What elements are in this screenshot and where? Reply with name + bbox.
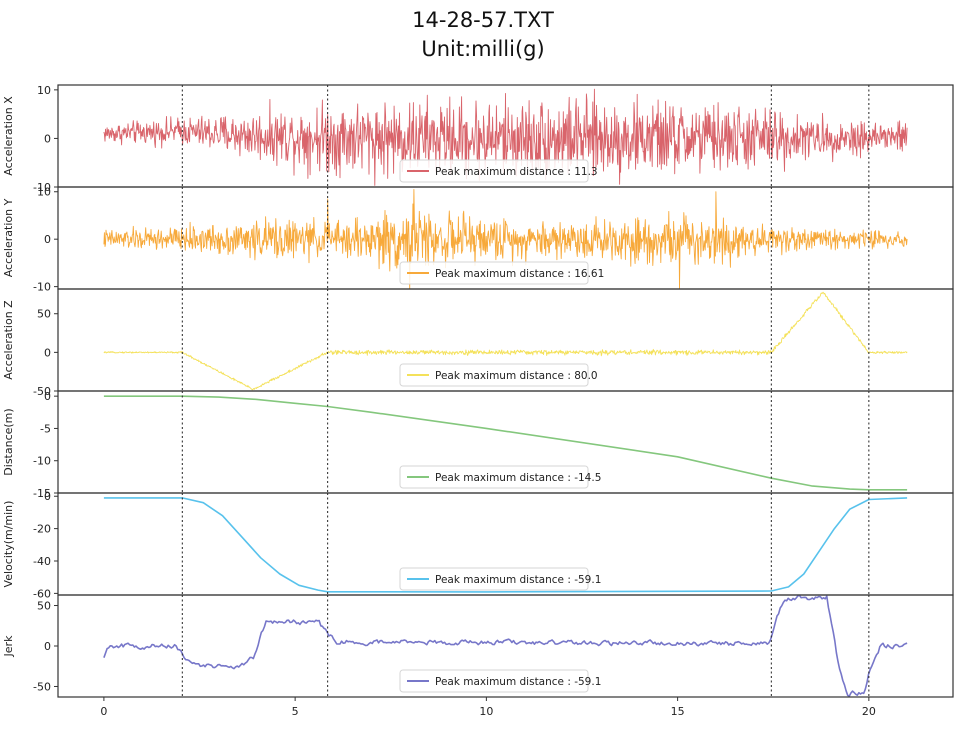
legend-label: Peak maximum distance : -59.1 xyxy=(435,676,601,688)
y-axis-label: Acceleration Y xyxy=(2,198,15,277)
legend-label: Peak maximum distance : -59.1 xyxy=(435,574,601,586)
legend-label: Peak maximum distance : 80.0 xyxy=(435,370,598,382)
legend-box xyxy=(399,465,589,489)
series-line-4 xyxy=(103,395,908,491)
y-tick-label: -40 xyxy=(33,555,51,568)
y-tick-label: -5 xyxy=(40,422,51,435)
legend-box xyxy=(399,363,589,387)
y-tick-label: 0 xyxy=(44,132,51,145)
legend: Peak maximum distance : -59.1 xyxy=(399,669,601,693)
y-tick-label: 50 xyxy=(37,308,51,321)
legend: Peak maximum distance : 16.61 xyxy=(399,261,604,285)
shared-x-axis: 0 5 10 15 20 xyxy=(100,697,876,718)
y-axis-label: Distance(m) xyxy=(2,408,15,475)
subplot-4: 0 -5 -10 -15 Distance(m) Peak maximum distanc… xyxy=(2,390,954,500)
subplot-5: 0 -20 -40 -60 Velocity(m/min) Peak maximum di… xyxy=(2,490,954,600)
series-line-1 xyxy=(103,88,908,186)
legend-label: Peak maximum distance : 16.61 xyxy=(435,268,604,280)
legend-label: Peak maximum distance : 11.3 xyxy=(435,166,598,178)
x-tick-label: 0 xyxy=(100,705,107,718)
legend: Peak maximum distance : -59.1 xyxy=(399,567,601,591)
legend: Peak maximum distance : 80.0 xyxy=(399,363,598,387)
legend-box xyxy=(399,159,589,183)
x-tick-label: 10 xyxy=(479,705,493,718)
series-line-5 xyxy=(103,497,908,593)
y-axis-label: Jerk xyxy=(2,635,15,658)
y-tick-label: 10 xyxy=(37,186,51,199)
y-tick-label: 50 xyxy=(37,600,51,613)
series-line-2 xyxy=(103,188,908,289)
chart-title: 14-28-57.TXT xyxy=(412,8,554,32)
y-tick-label: -10 xyxy=(33,181,51,194)
y-tick-label: -20 xyxy=(33,523,51,536)
x-tick-label: 20 xyxy=(862,705,876,718)
legend-box xyxy=(399,261,589,285)
chart-subtitle: Unit:milli(g) xyxy=(421,37,544,61)
y-tick-label: -10 xyxy=(33,455,51,468)
legend-box xyxy=(399,567,589,591)
y-tick-label: -50 xyxy=(33,385,51,398)
legend: Peak maximum distance : -14.5 xyxy=(399,465,601,489)
y-tick-label: 0 xyxy=(44,640,51,653)
y-tick-label: 0 xyxy=(44,233,51,246)
subplot-3: 50 0 -50 Acceleration Z Peak maximum distanc… xyxy=(2,288,954,398)
legend-box xyxy=(399,669,589,693)
y-axis-label: Velocity(m/min) xyxy=(2,501,15,588)
y-tick-label: 0 xyxy=(44,346,51,359)
y-tick-label: -60 xyxy=(33,587,51,600)
y-axis-label: Acceleration Z xyxy=(2,300,15,380)
series-line-6 xyxy=(103,595,908,697)
y-tick-label: -50 xyxy=(33,680,51,693)
y-tick-label: 0 xyxy=(44,490,51,503)
subplot-6: 50 0 -50 Jerk Peak maximum distance : -59.1 xyxy=(2,594,954,698)
y-tick-label: -15 xyxy=(33,487,51,500)
legend: Peak maximum distance : 11.3 xyxy=(399,159,598,183)
x-tick-label: 5 xyxy=(292,705,299,718)
y-axis-label: Acceleration X xyxy=(2,96,15,176)
y-tick-label: 10 xyxy=(37,84,51,97)
subplot-2: 10 0 -10 Acceleration Y Peak maximum distanc… xyxy=(2,186,954,294)
legend-label: Peak maximum distance : -14.5 xyxy=(435,472,601,484)
x-tick-label: 15 xyxy=(671,705,685,718)
subplot-1: 10 0 -10 Acceleration X Peak maximum distanc… xyxy=(2,84,954,194)
y-tick-label: -10 xyxy=(33,281,51,294)
series-line-3 xyxy=(103,291,908,391)
y-tick-label: 0 xyxy=(44,390,51,403)
subplot-stack: 10 0 -10 Acceleration X Peak maximum distanc… xyxy=(2,84,954,698)
